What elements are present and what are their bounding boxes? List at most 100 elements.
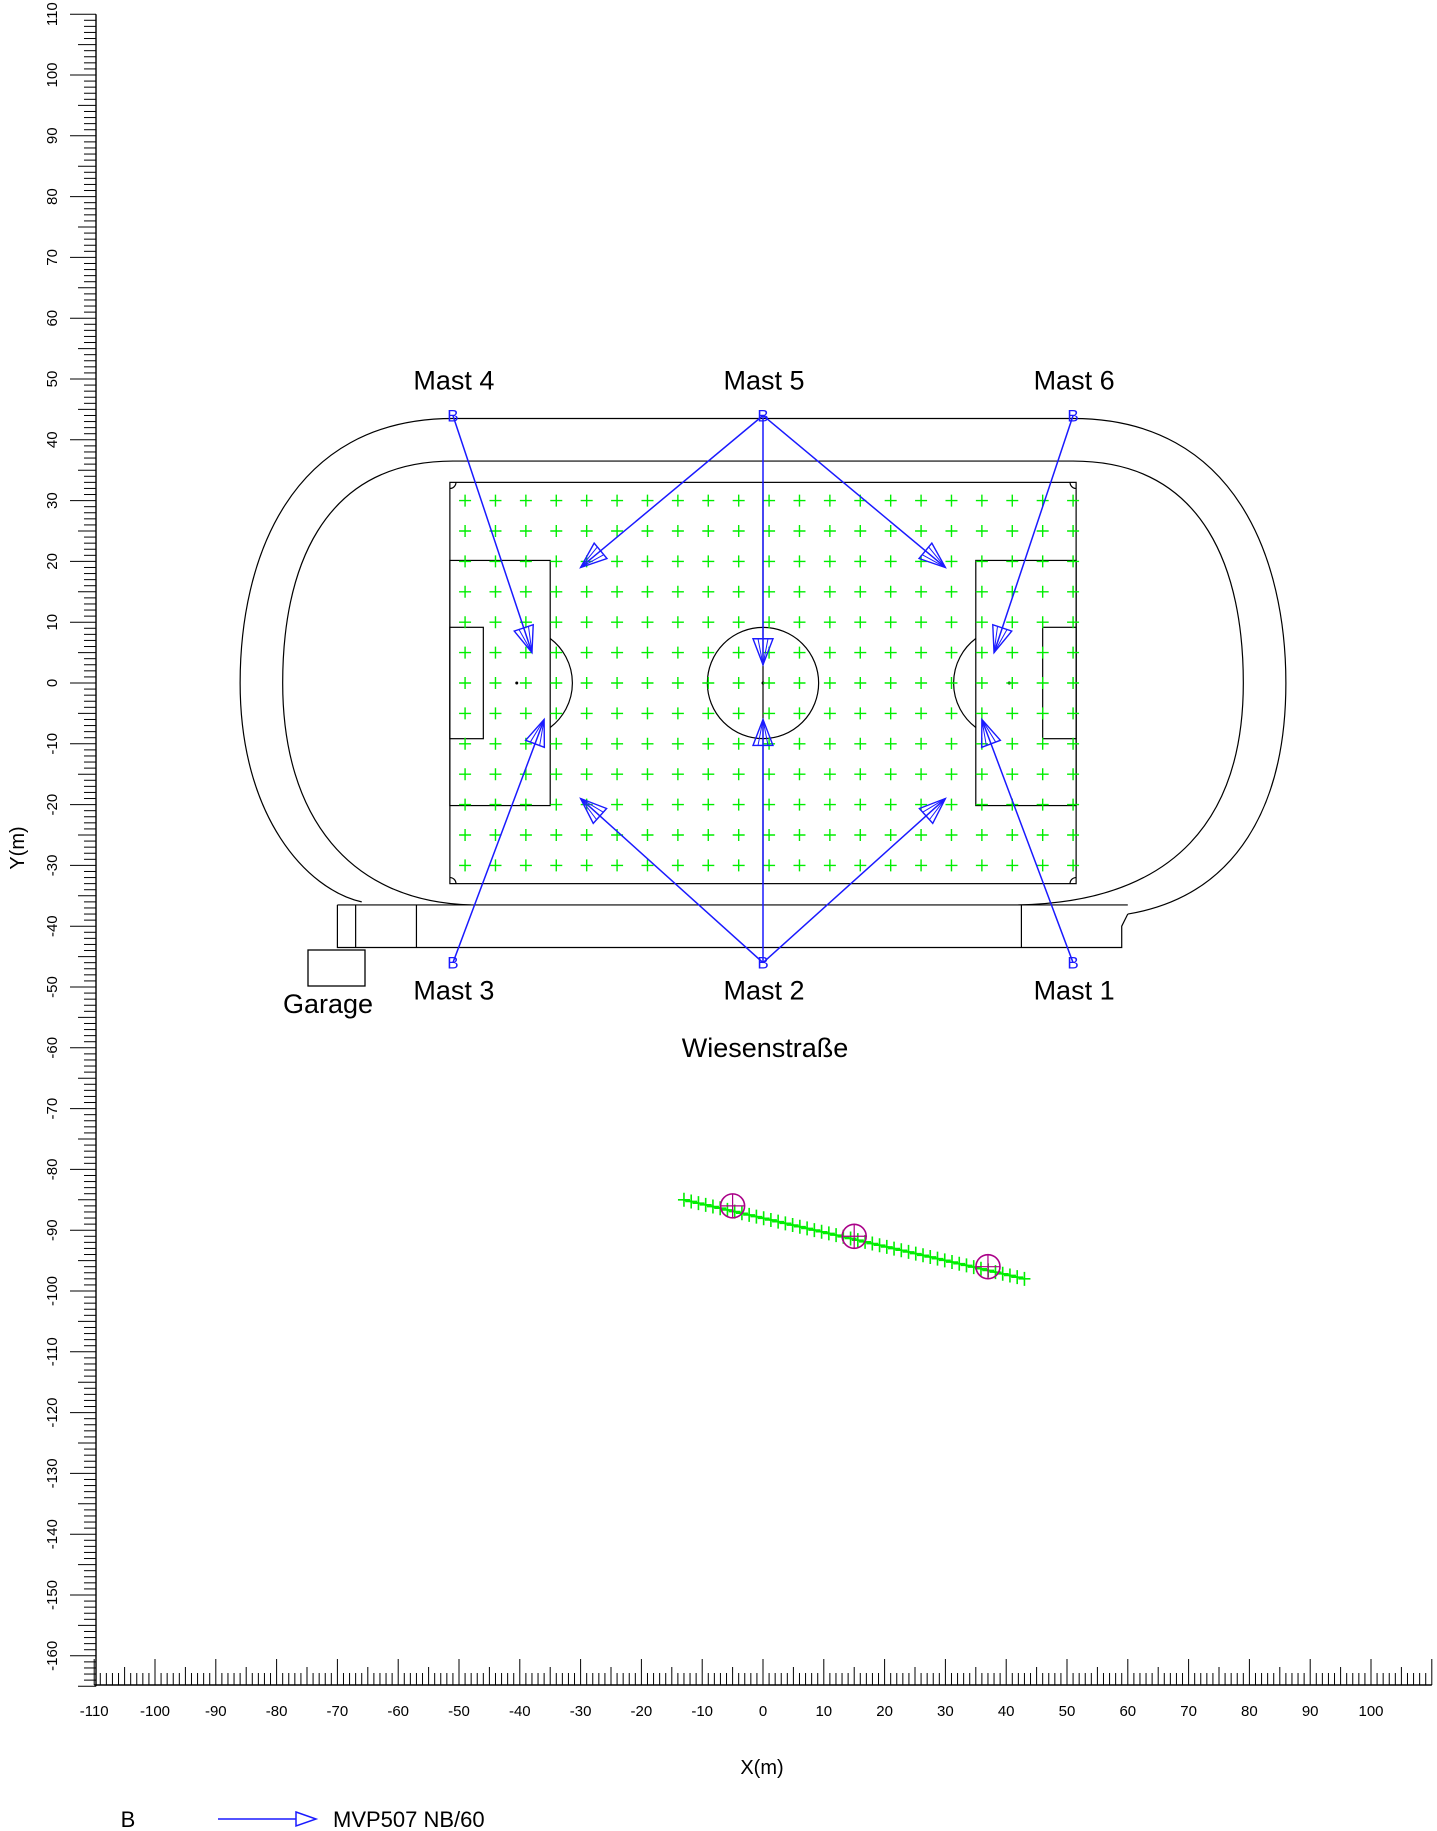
grid-point xyxy=(702,768,715,781)
grid-point xyxy=(1036,616,1049,629)
grid-point xyxy=(884,707,897,720)
grid-point xyxy=(732,525,745,537)
grid-point xyxy=(489,494,502,507)
grid-point xyxy=(489,768,502,781)
grid-point xyxy=(611,494,624,507)
grid-point xyxy=(671,555,684,568)
grid-point xyxy=(1006,829,1019,841)
grid-point xyxy=(1036,677,1049,689)
grid-point xyxy=(945,494,958,507)
grid-point xyxy=(489,677,502,689)
grid-point xyxy=(671,585,684,598)
grid-point xyxy=(884,494,897,507)
grid-point xyxy=(884,859,897,872)
grid-point xyxy=(611,677,624,689)
grid-point xyxy=(975,768,988,781)
grid-point xyxy=(1006,555,1019,568)
grid-point xyxy=(915,494,928,507)
grid-point xyxy=(854,585,867,598)
street-label: Wiesenstraße xyxy=(682,1033,849,1063)
grid-point xyxy=(884,829,897,841)
grid-point xyxy=(1036,829,1049,841)
measurement-point xyxy=(917,1248,930,1263)
grid-point xyxy=(641,646,654,659)
x-tick-label: 90 xyxy=(1302,1703,1319,1720)
grid-point xyxy=(671,829,684,841)
grid-point xyxy=(489,616,502,629)
aim-line xyxy=(762,797,946,964)
grid-point xyxy=(611,798,624,811)
grid-point xyxy=(732,859,745,872)
measurement-point xyxy=(815,1224,828,1239)
grid-point xyxy=(641,768,654,781)
grid-point xyxy=(915,829,928,841)
y-axis-ruler: 1101009080706050403020100-10-20-30-40-50… xyxy=(44,2,97,1687)
x-tick-label: 20 xyxy=(876,1703,893,1720)
measurement-point xyxy=(931,1251,944,1266)
grid-point xyxy=(854,525,867,537)
garage-label: Garage xyxy=(283,989,373,1019)
grid-point xyxy=(975,677,988,689)
aim-arrowhead-inner xyxy=(981,719,997,746)
grid-point xyxy=(611,737,624,750)
grid-point xyxy=(611,616,624,629)
observer-cross xyxy=(720,1193,745,1218)
grid-point xyxy=(702,525,715,537)
measurement-line xyxy=(677,1192,1031,1286)
measurement-point xyxy=(757,1211,770,1226)
grid-point xyxy=(550,859,563,872)
grid-point xyxy=(1067,525,1080,537)
measurement-point xyxy=(728,1204,741,1219)
y-tick-label: 40 xyxy=(44,431,61,448)
y-tick-label: 30 xyxy=(44,492,61,509)
grid-point xyxy=(1036,585,1049,598)
grid-point xyxy=(975,555,988,568)
grid-point xyxy=(519,859,532,872)
grid-point xyxy=(550,829,563,841)
grid-point xyxy=(459,859,472,872)
y-tick-label: -120 xyxy=(44,1398,61,1428)
grid-point xyxy=(915,677,928,689)
grid-point xyxy=(550,525,563,537)
grid-point xyxy=(763,798,776,811)
grid-point xyxy=(580,707,593,720)
y-tick-label: -50 xyxy=(44,976,61,998)
mast-label: Mast 1 xyxy=(1034,976,1115,1006)
aim-arrowhead xyxy=(751,717,775,747)
grid-point xyxy=(732,768,745,781)
grid-point xyxy=(763,616,776,629)
aim-arrowhead-inner xyxy=(529,719,545,746)
mast-marker: B xyxy=(757,954,768,973)
grid-point xyxy=(732,707,745,720)
grid-point xyxy=(519,677,532,689)
grid-point xyxy=(793,555,806,568)
measurement-point xyxy=(924,1249,937,1264)
grid-point xyxy=(915,585,928,598)
grid-point xyxy=(519,646,532,659)
grid-point xyxy=(580,859,593,872)
grid-point xyxy=(641,859,654,872)
corner-arc xyxy=(449,482,457,490)
grid-point xyxy=(975,798,988,811)
grid-point xyxy=(1067,768,1080,781)
grid-point xyxy=(945,737,958,750)
grid-point xyxy=(702,646,715,659)
grid-point xyxy=(854,859,867,872)
grid-point xyxy=(611,555,624,568)
grid-point xyxy=(854,768,867,781)
grid-point xyxy=(519,798,532,811)
y-tick-label: 20 xyxy=(44,553,61,570)
grid-point xyxy=(1006,768,1019,781)
x-tick-label: -50 xyxy=(448,1703,470,1720)
grid-point xyxy=(1006,677,1019,689)
grid-point xyxy=(884,768,897,781)
measurement-point xyxy=(743,1207,756,1222)
grid-point xyxy=(915,737,928,750)
measurement-point xyxy=(750,1209,763,1224)
grid-point xyxy=(915,859,928,872)
legend-arrow-head xyxy=(295,1810,319,1828)
grid-point xyxy=(945,707,958,720)
grid-point xyxy=(550,737,563,750)
grid-point xyxy=(793,768,806,781)
